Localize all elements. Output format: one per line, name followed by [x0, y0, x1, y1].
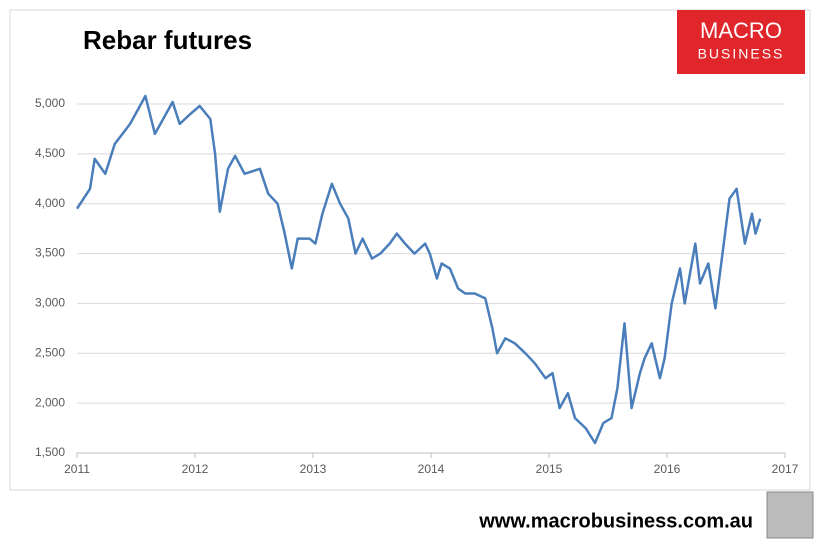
- logo-bottom: BUSINESS: [698, 46, 785, 62]
- y-tick-label: 2,500: [35, 345, 65, 359]
- x-tick-label: 2013: [300, 462, 327, 476]
- logo-box: [677, 10, 805, 74]
- chart-title: Rebar futures: [83, 25, 252, 55]
- y-tick-label: 3,000: [35, 296, 65, 310]
- source: www.macrobusiness.com.au: [478, 510, 753, 532]
- y-tick-label: 3,500: [35, 246, 65, 260]
- chart-frame: [9, 9, 811, 491]
- y-tick-label: 4,000: [35, 196, 65, 210]
- x-tick-label: 2016: [654, 462, 681, 476]
- logo-top: MACRO: [700, 18, 782, 43]
- price-line: [75, 94, 762, 445]
- y-tick-label: 2,000: [35, 395, 65, 409]
- x-tick-label: 2017: [772, 462, 799, 476]
- x-tick-label: 2011: [64, 462, 90, 476]
- x-tick-label: 2014: [418, 462, 445, 476]
- wolf-icon: [766, 491, 814, 539]
- y-tick-label: 5,000: [35, 96, 65, 110]
- y-tick-label: 4,500: [35, 146, 65, 160]
- x-tick-label: 2015: [536, 462, 563, 476]
- y-tick-label: 1,500: [35, 445, 65, 459]
- x-tick-label: 2012: [182, 462, 209, 476]
